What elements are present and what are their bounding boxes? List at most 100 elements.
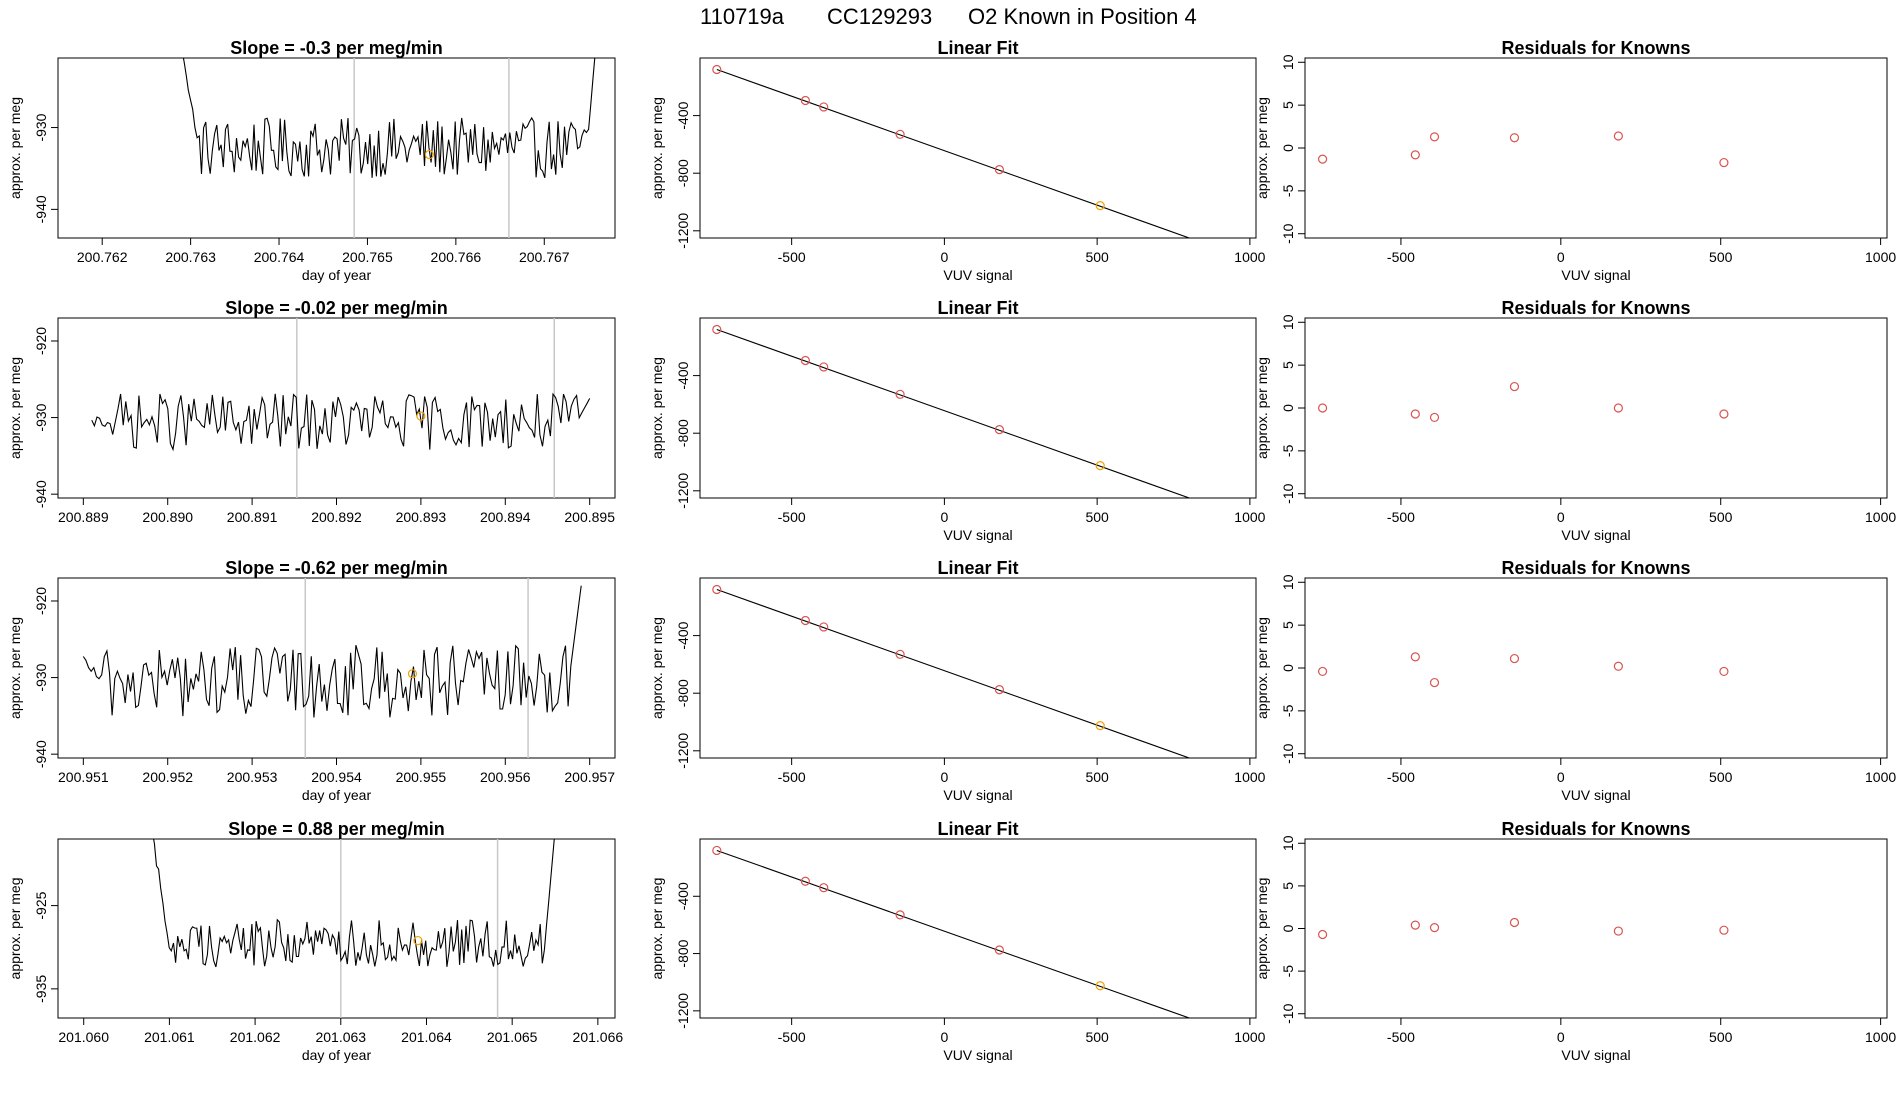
residuals_row_1-ylabel: approx. per meg [1254, 97, 1270, 199]
linear_fit_row_2-point-4 [994, 425, 1004, 435]
time_series_row_4-plot-area [153, 839, 555, 1018]
linear_fit_row_1-point-4 [994, 165, 1004, 175]
time_series_row_1-ytick-label-0: -930 [33, 113, 49, 141]
residuals_row_4-xlabel: VUV signal [1561, 1047, 1630, 1063]
linear_fit_row_3-xtick-label-3: 1000 [1234, 769, 1265, 785]
time_series_row_2-plot-area [91, 318, 591, 498]
linear_fit_row_3-ylabel: approx. per meg [649, 617, 665, 719]
figure-title-id: 110719a [700, 4, 785, 29]
linear_fit_row_1-fit-line [716, 69, 1191, 238]
linear_fit_row_1-point-3 [895, 129, 905, 139]
linear_fit_row_2-point-3 [895, 389, 905, 399]
time_series_row_2-xtick-label-4: 200.893 [396, 509, 447, 525]
linear_fit_row_4-point-4 [994, 945, 1004, 955]
linear_fit_row_1-ytick-label-1: -800 [675, 159, 691, 187]
residuals_row_3-title: Residuals for Knowns [1501, 558, 1690, 578]
residuals_row_1-xtick-label-0: -500 [1387, 249, 1415, 265]
time_series_row_4-xtick-label-5: 201.065 [487, 1029, 538, 1045]
time_series_row_4-xtick-label-0: 201.060 [58, 1029, 109, 1045]
residuals_row_2-ytick-label-1: 5 [1280, 361, 1296, 369]
residuals_row_2-ytick-label-2: 0 [1280, 404, 1296, 412]
linear_fit_row_4-xlabel: VUV signal [943, 1047, 1012, 1063]
time_series_row_3-xlabel: day of year [302, 787, 372, 803]
time_series_row_2-xtick-label-3: 200.892 [311, 509, 362, 525]
linear_fit_row_1-xlabel: VUV signal [943, 267, 1012, 283]
residuals_row_2-title: Residuals for Knowns [1501, 298, 1690, 318]
time_series_row_1-xlabel: day of year [302, 267, 372, 283]
time_series_row_2-xtick-label-1: 200.890 [142, 509, 193, 525]
residuals_row_1-panel: Residuals for Knowns -500 0 500 1000 10 5 0 -5 -1… [1254, 38, 1896, 283]
time_series_row_3-xtick-label-0: 200.951 [58, 769, 109, 785]
linear_fit_row_2-panel: Linear Fit -500 0 500 1000 -400 -800 -1200 VUV s… [649, 298, 1266, 543]
residuals_row_1-ytick-label-0: 10 [1280, 54, 1296, 70]
residuals_row_1-point-2 [1429, 132, 1440, 142]
linear_fit_row_2-xtick-label-1: 0 [940, 509, 948, 525]
residuals_row_1-point-4 [1613, 131, 1623, 141]
residuals_row_3-xtick-label-1: 0 [1557, 769, 1565, 785]
time_series_row_1-xtick-label-2: 200.764 [254, 249, 305, 265]
linear_fit_row_4-panel: Linear Fit -500 0 500 1000 -400 -800 -1200 VUV s… [649, 819, 1266, 1063]
linear_fit_row_3-point-1 [800, 615, 810, 626]
residuals_row_4-point-0 [1317, 929, 1328, 940]
time_series_row_3-ytick-label-1: -930 [33, 663, 49, 691]
time_series_row_4-series-line [153, 839, 555, 968]
linear_fit_row_1-ylabel: approx. per meg [649, 97, 665, 199]
residuals_row_4-ytick-label-0: 10 [1280, 835, 1296, 851]
time_series_row_1-ylabel: approx. per meg [7, 97, 23, 199]
linear_fit_row_3-point-3 [895, 649, 905, 659]
residuals_row_1-point-0 [1317, 154, 1328, 164]
time_series_row_1-xtick-label-1: 200.763 [165, 249, 216, 265]
linear_fit_row_1-xtick-label-2: 500 [1085, 249, 1109, 265]
linear_fit_row_2-point-1 [800, 355, 810, 366]
time_series_row_2-series-line [91, 392, 591, 452]
residuals_row_3-xlabel: VUV signal [1561, 787, 1630, 803]
residuals_row_1-ytick-label-4: -10 [1280, 223, 1296, 243]
linear_fit_row_4-ytick-label-0: -400 [675, 882, 691, 910]
time_series_row_2-xtick-label-0: 200.889 [58, 509, 109, 525]
time_series_row_4-xtick-label-6: 201.066 [573, 1029, 624, 1045]
linear_fit_row_1-xtick-label-0: -500 [778, 249, 806, 265]
linear_fit_row_2-ylabel: approx. per meg [649, 357, 665, 459]
time_series_row_2-xtick-label-5: 200.894 [480, 509, 531, 525]
residuals_row_2-point-4 [1613, 403, 1623, 413]
linear_fit_row_4-ytick-label-1: -800 [675, 939, 691, 967]
residuals_row_1-ytick-label-2: 0 [1280, 144, 1296, 152]
residuals_row_4-xtick-label-3: 1000 [1865, 1029, 1896, 1045]
time_series_row_3-ytick-label-0: -920 [33, 587, 49, 615]
residuals_row_3-point-1 [1410, 652, 1420, 662]
residuals_row_1-point-1 [1410, 150, 1420, 160]
linear_fit_row_3-frame [699, 577, 1257, 759]
residuals_row_2-xtick-label-3: 1000 [1865, 509, 1896, 525]
residuals_row_2-plot-area [1317, 381, 1729, 423]
linear_fit_row_1-point-1 [800, 95, 810, 106]
time_series_row_3-xtick-label-1: 200.952 [142, 769, 193, 785]
residuals_row_4-ytick-label-3: -5 [1280, 965, 1296, 978]
linear_fit_row_3-title: Linear Fit [937, 558, 1018, 578]
time_series_row_2-highlight-point [416, 411, 426, 421]
time_series_row_3-series-line [82, 585, 582, 718]
linear_fit_row_3-fit-line [716, 589, 1191, 758]
time_series_row_4-panel: Slope = 0.88 per meg/min 201.060 201.061 20… [7, 819, 623, 1063]
linear_fit_row_4-xtick-label-0: -500 [778, 1029, 806, 1045]
residuals_row_2-point-5 [1719, 409, 1729, 419]
linear_fit_row_3-point-5 [1095, 720, 1105, 731]
linear_fit_row_1-title: Linear Fit [937, 38, 1018, 58]
time_series_row_4-xtick-label-4: 201.064 [401, 1029, 452, 1045]
residuals_row_4-xtick-label-0: -500 [1387, 1029, 1415, 1045]
linear_fit_row_3-point-4 [994, 684, 1004, 695]
time_series_row_4-xtick-label-1: 201.061 [144, 1029, 195, 1045]
linear_fit_row_1-point-5 [1095, 201, 1105, 211]
residuals_row_2-xlabel: VUV signal [1561, 527, 1630, 543]
residuals_row_1-point-3 [1509, 133, 1520, 143]
residuals_row_1-xlabel: VUV signal [1561, 267, 1630, 283]
linear_fit_row_2-xtick-label-3: 1000 [1234, 509, 1265, 525]
figure-title-known: O2 Known in Position 4 [968, 4, 1197, 29]
linear_fit_row_3-ytick-label-1: -800 [675, 679, 691, 707]
residuals_row_1-plot-area [1317, 131, 1729, 168]
linear_fit_row_3-xtick-label-0: -500 [778, 769, 806, 785]
linear_fit_row_4-point-2 [819, 883, 829, 893]
residuals_row_2-point-2 [1429, 412, 1440, 423]
time_series_row_3-title: Slope = -0.62 per meg/min [225, 558, 448, 578]
residuals_row_4-point-2 [1429, 923, 1440, 933]
